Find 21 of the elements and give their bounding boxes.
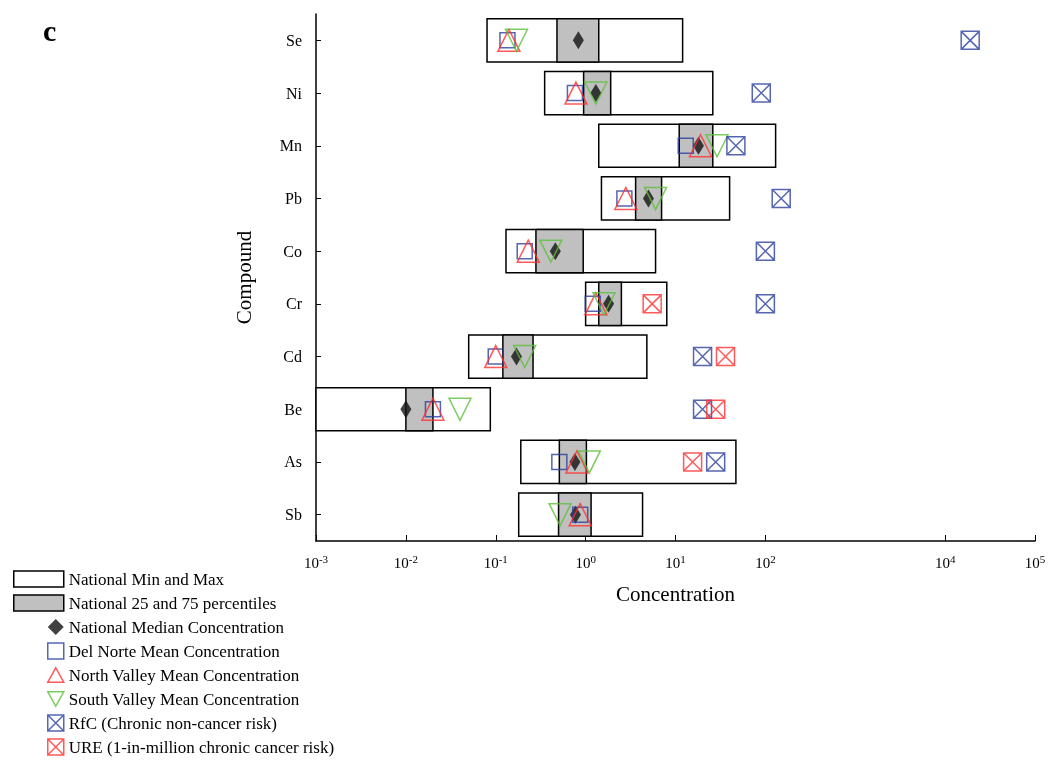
legend-label: Del Norte Mean Concentration: [68, 641, 281, 661]
y-tick-label: Cd: [283, 348, 302, 366]
legend-label: National Min and Max: [68, 569, 225, 589]
y-axis-title: Compound: [231, 230, 256, 325]
legend-label: URE (1-in-million chronic cancer risk): [68, 737, 335, 757]
y-tick-label: Be: [284, 400, 302, 418]
legend-label: North Valley Mean Concentration: [68, 665, 300, 685]
legend-label: South Valley Mean Concentration: [68, 689, 300, 709]
x-axis-title: Concentration: [616, 581, 736, 606]
legend-label: National Median Concentration: [68, 617, 285, 637]
y-tick-label: As: [284, 453, 302, 471]
y-tick-label: Cr: [286, 295, 303, 313]
y-tick-label: Pb: [285, 189, 302, 207]
y-tick-label: Ni: [286, 84, 303, 102]
legend-label: RfC (Chronic non-cancer risk): [68, 713, 277, 733]
y-tick-label: Sb: [285, 506, 302, 524]
text: c: [43, 13, 57, 47]
y-tick-label: Co: [283, 242, 302, 260]
y-tick-label: Se: [286, 31, 302, 49]
y-tick-label: Mn: [279, 137, 302, 155]
legend-label: National 25 and 75 percentiles: [68, 593, 277, 613]
